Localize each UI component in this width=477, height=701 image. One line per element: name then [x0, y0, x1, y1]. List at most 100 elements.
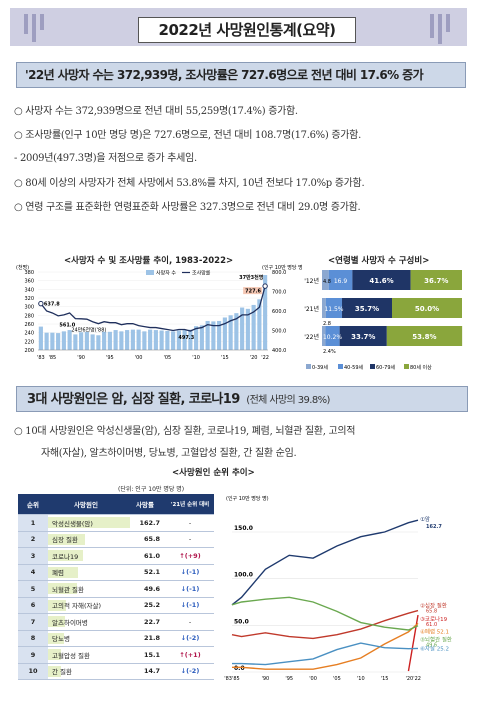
section2-bullets: ○ 10대 사망원인은 악성신생물(암), 심장 질환, 코로나19, 폐렴, …	[14, 422, 470, 459]
col-rank: 순위	[18, 494, 48, 515]
point-1983	[38, 300, 44, 307]
deaths-bar	[176, 330, 181, 350]
right-tick: 500.0	[272, 329, 286, 335]
deaths-bar	[50, 332, 55, 350]
deaths-bar	[211, 321, 216, 350]
label-40-59: 16.9	[334, 278, 348, 285]
line-pneu	[232, 622, 419, 670]
rank-bar	[48, 517, 131, 528]
deaths-bar	[102, 331, 107, 350]
left-tick: 280	[24, 313, 34, 319]
deaths-bar	[182, 330, 187, 350]
page-title: 2022년 사망원인통계(요약)	[138, 17, 356, 43]
up-arrow-icon: ↑(+9)	[179, 551, 201, 560]
deaths-bar	[44, 332, 49, 350]
rank-change: ↓(-1)	[166, 597, 214, 614]
x-tick: '15	[381, 676, 389, 682]
rank-rate: 25.2	[124, 597, 166, 614]
x-tick: '10	[357, 676, 365, 682]
bullet-top10-cont: 자해(자살), 알츠하이머병, 당뇨병, 고혈압성 질환, 간 질환 순임.	[41, 448, 297, 459]
rank-bar	[48, 550, 83, 561]
col-cause: 사망원인	[48, 494, 124, 515]
rank-bar	[48, 649, 62, 660]
rank-bar	[48, 566, 79, 578]
rank-row: 1 악성신생물(암) 162.7-	[18, 514, 214, 532]
summary-bullets: ○ 사망자 수는 372,939명으로 전년 대비 55,259명(17.4%)…	[14, 102, 470, 222]
label-stroke: ⑤뇌혈관 질환	[420, 636, 452, 644]
deaths-bar	[130, 329, 135, 350]
rank-row: 6 고의적 자해(자살) 25.2 ↓(-1)	[18, 597, 214, 614]
section2-band: 3대 사망원인은 암, 심장 질환, 코로나19 (전체 사망의 39.8%)	[16, 386, 468, 412]
label-heart: ②심장 질환	[420, 602, 447, 610]
label-40-59: 10.2%	[323, 334, 342, 341]
left-tick: 240	[24, 331, 34, 337]
rank-cause: 심장 질환	[48, 531, 124, 548]
rank-number: 1	[18, 514, 48, 532]
deaths-bar	[67, 330, 72, 350]
rank-row: 9 고혈압성 질환 15.1 ↑(+1)	[18, 646, 214, 664]
rank-bar	[48, 665, 61, 677]
deaths-bar	[159, 330, 164, 350]
rank-title: <사망원인 순위 추이>	[172, 468, 255, 478]
x-tick: '85	[49, 355, 57, 361]
segment-1	[328, 270, 353, 290]
segment-0	[322, 326, 326, 346]
rank-row: 4 폐렴 52.1 ↓(-1)	[18, 564, 214, 581]
deaths-bar	[73, 334, 78, 350]
rank-number: 5	[18, 580, 48, 598]
label-0-39: 4.8	[323, 279, 331, 285]
row-label: '22년	[304, 333, 319, 341]
left-tick: 320	[24, 296, 34, 302]
label-0-39: 2.4%	[323, 349, 336, 355]
rate-line	[40, 285, 266, 332]
legend-swatch	[404, 364, 409, 369]
x-tick: '20	[250, 355, 258, 361]
x-tick: '00	[135, 355, 143, 361]
y-tick: 100.0	[234, 572, 253, 579]
up-arrow-icon: ↑(+1)	[179, 650, 201, 659]
rank-header-row: 순위 사망원인 사망률 '21년 순위 대비	[18, 494, 214, 515]
rank-cause: 고혈압성 질환	[48, 646, 124, 664]
rank-number: 8	[18, 630, 48, 647]
rank-change: ↓(-2)	[166, 663, 214, 680]
row-label: '12년	[304, 277, 319, 285]
deaths-bar	[222, 317, 227, 350]
rank-bar	[48, 616, 65, 627]
rank-rate: 15.1	[124, 646, 166, 664]
x-tick: '83	[37, 355, 45, 361]
x-tick: '20'22	[405, 676, 420, 682]
x-tick: '95	[106, 355, 114, 361]
rank-row: 8 당뇨병 21.8 ↓(-2)	[18, 630, 214, 647]
x-tick: '15	[221, 355, 229, 361]
deaths-bar	[113, 330, 118, 350]
rank-rate: 49.6	[124, 580, 166, 598]
decor-bar	[430, 14, 434, 38]
deaths-bar	[257, 299, 262, 350]
legend-swatch	[370, 364, 375, 369]
rank-cause: 알츠하이머병	[48, 613, 124, 631]
segment-1	[325, 326, 340, 346]
right-tick: 700.0	[272, 290, 286, 296]
rank-change: -	[166, 514, 214, 532]
cause-trend-chart: (인구 10만 명당 명) 150.0 100.0 50.0 0.0 '83'85 '90 '…	[224, 495, 452, 682]
value-stroke: 49.6	[426, 643, 437, 649]
rank-rate: 61.0	[124, 547, 166, 565]
label-60-79: 33.7%	[351, 333, 375, 341]
rank-change: ↓(-1)	[166, 580, 214, 598]
x-tick: '90	[262, 676, 270, 682]
rank-number: 6	[18, 597, 48, 614]
rank-cause: 코로나19	[48, 547, 124, 565]
rank-row: 5 뇌혈관 질환 49.6 ↓(-1)	[18, 580, 214, 598]
rank-cause: 뇌혈관 질환	[48, 580, 124, 598]
line-suicide	[232, 642, 419, 666]
rank-bar	[48, 533, 85, 545]
left-tick: 300	[24, 305, 34, 311]
legend-label: 60-79세	[376, 364, 396, 371]
deaths-bar	[153, 330, 158, 350]
deaths-bar	[84, 331, 89, 350]
rank-number: 3	[18, 547, 48, 565]
x-tick: '83'85	[224, 676, 239, 682]
label-cancer: ①암	[420, 515, 430, 523]
deaths-bar	[251, 304, 256, 350]
deaths-bar	[96, 335, 101, 350]
